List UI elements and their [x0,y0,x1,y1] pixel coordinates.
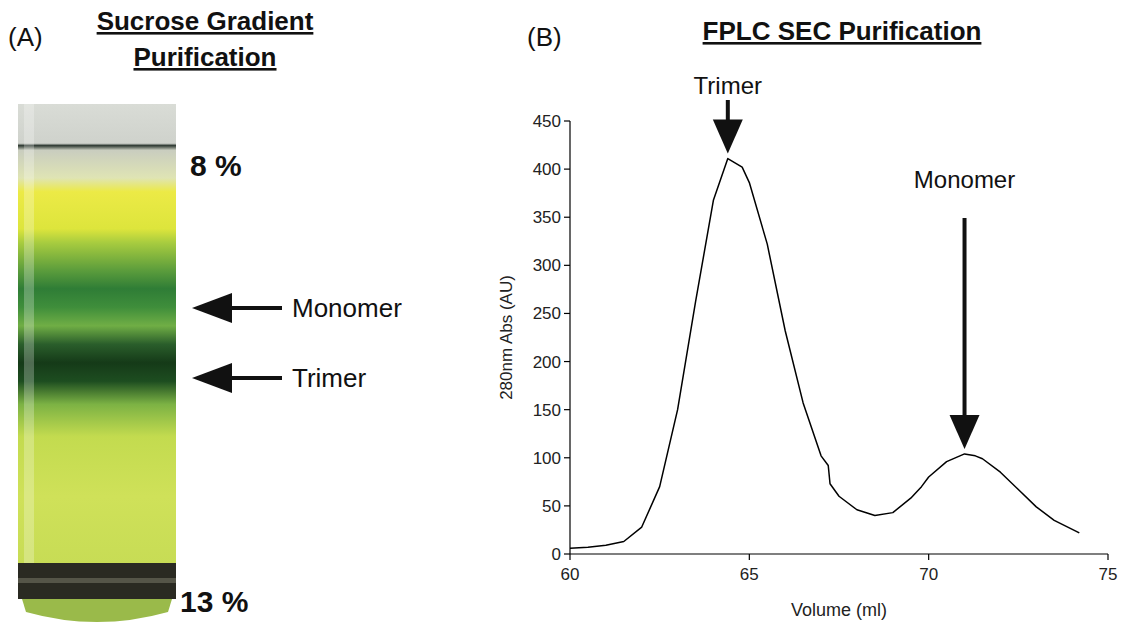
y-tick-label: 400 [533,160,561,179]
x-tick [1107,554,1108,560]
band-label: Trimer [292,363,366,393]
gradient-top-label: 8 % [190,149,242,182]
plot-area [570,159,1079,549]
x-tick-label: 75 [1099,565,1118,584]
title-line: Purification [133,42,276,72]
band-label: Monomer [292,293,402,323]
annotation-arrow [963,218,967,423]
y-axis [569,121,570,554]
y-tick [564,169,570,170]
x-tick-label: 60 [561,565,580,584]
y-tick [564,409,570,410]
band-arrowhead [192,363,232,393]
y-tick-label: 50 [542,497,561,516]
annotation-label: Monomer [914,166,1015,193]
title-line: FPLC SEC Purification [703,16,982,46]
y-tick [564,457,570,458]
annotation-arrowhead [950,415,980,449]
band-arrowhead [192,293,232,323]
y-tick-label: 250 [533,304,561,323]
panel-letter: (A) [8,22,43,52]
gradient-bottom-label: 13 % [180,585,248,618]
x-axis-title: Volume (ml) [791,600,887,620]
y-tick-label: 300 [533,256,561,275]
y-tick [564,120,570,121]
x-tick-label: 70 [919,565,938,584]
y-tick [564,265,570,266]
chromatogram-line [570,159,1079,549]
x-tick [928,554,929,560]
tube-holder [18,563,176,599]
y-tick-label: 350 [533,208,561,227]
chart-title: FPLC SEC Purification [703,16,982,46]
panel-a: (A) Sucrose Gradient Purification 8 % 13 % Mo… [8,6,402,622]
y-tick-label: 200 [533,353,561,372]
y-tick [564,313,570,314]
x-tick [569,554,570,560]
panel-title: Sucrose Gradient Purification [97,6,314,72]
tube-tip [22,599,172,622]
y-axis-title: 280nm Abs (AU) [497,275,516,400]
annotation-arrowhead [713,120,743,154]
y-tick-label: 150 [533,401,561,420]
y-tick-label: 100 [533,449,561,468]
y-tick [564,553,570,554]
figure: (A) Sucrose Gradient Purification 8 % 13 % Mo… [0,0,1131,628]
y-tick-label: 450 [533,112,561,131]
title-line: Sucrose Gradient [97,6,314,36]
y-tick-label: 0 [552,545,561,564]
x-axis [570,553,1108,554]
x-tick-label: 65 [740,565,759,584]
tube-reflection [24,104,34,566]
tube-holder-ring [18,578,176,583]
panel-b: (B) FPLC SEC Purification 0 50 100 150 200 250 3… [497,16,1117,620]
y-tick [564,361,570,362]
y-tick [564,505,570,506]
y-tick [564,217,570,218]
annotation-label: Trimer [694,72,762,99]
tube [18,104,176,566]
x-tick [749,554,750,560]
panel-letter: (B) [527,22,562,52]
